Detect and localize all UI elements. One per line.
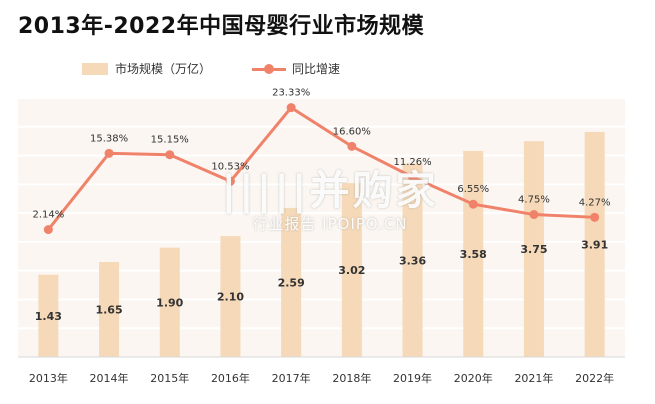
- growth-line: [47, 106, 595, 231]
- growth-point: [468, 199, 478, 209]
- legend-swatch-bar: [82, 62, 108, 75]
- growth-value-label: 6.55%: [457, 184, 489, 195]
- legend-item-bar: 市场规模（万亿）: [82, 60, 211, 77]
- x-tick-label: 2013年: [29, 371, 68, 385]
- bar: [523, 141, 544, 357]
- growth-value-label: 2.14%: [32, 210, 64, 221]
- bar-value-label: 3.75: [520, 243, 547, 256]
- growth-point: [408, 172, 418, 182]
- bar-value-label: 3.36: [399, 254, 426, 267]
- growth-value-label: 23.33%: [272, 88, 310, 99]
- x-tick-label: 2016年: [211, 371, 250, 385]
- bar-value-label: 1.43: [35, 310, 62, 323]
- legend: 市场规模（万亿） 同比增速: [0, 60, 655, 80]
- growth-point: [529, 210, 539, 220]
- bar-value-label: 2.59: [278, 276, 305, 289]
- x-tick-label: 2014年: [90, 371, 129, 385]
- bar: [220, 236, 241, 357]
- growth-point: [347, 141, 357, 151]
- x-tick-label: 2019年: [393, 371, 432, 385]
- growth-point: [165, 150, 175, 160]
- growth-point: [286, 103, 296, 113]
- growth-point: [590, 212, 600, 222]
- x-tick-label: 2022年: [575, 371, 614, 385]
- x-tick-label: 2017年: [272, 371, 311, 385]
- legend-label-line: 同比增速: [292, 62, 341, 76]
- watermark-main: |||||并购家: [221, 168, 439, 214]
- bar-value-label: 1.65: [95, 304, 122, 317]
- x-tick-label: 2015年: [150, 371, 189, 385]
- bar-value-label: 3.91: [581, 238, 608, 251]
- x-tick-label: 2021年: [514, 371, 553, 385]
- bar-value-label: 1.90: [156, 296, 183, 309]
- bar: [584, 131, 605, 357]
- bar: [402, 163, 423, 357]
- growth-value-label: 10.53%: [211, 161, 249, 172]
- plot-background: [18, 98, 625, 357]
- growth-value-label: 15.15%: [151, 135, 189, 146]
- growth-point: [104, 148, 114, 158]
- bar-value-label: 3.02: [338, 264, 365, 277]
- watermark-sub: 行业报告 IPOIPO.CN: [252, 215, 408, 233]
- bar: [281, 207, 302, 357]
- bar: [159, 247, 180, 357]
- legend-label-bar: 市场规模（万亿）: [115, 62, 212, 76]
- x-tick-label: 2018年: [332, 371, 371, 385]
- x-tick-label: 2020年: [454, 371, 493, 385]
- bar: [99, 262, 120, 357]
- bar: [341, 183, 362, 357]
- growth-value-label: 4.27%: [579, 197, 611, 208]
- watermark: |||||并购家 行业报告 IPOIPO.CN: [200, 168, 460, 234]
- bar: [38, 274, 59, 357]
- growth-value-label: 11.26%: [393, 157, 431, 168]
- bar-value-label: 3.58: [460, 248, 487, 261]
- growth-point: [225, 176, 235, 186]
- chart-title: 2013年-2022年中国母婴行业市场规模: [18, 14, 425, 39]
- growth-point: [43, 225, 53, 235]
- growth-value-label: 16.60%: [333, 126, 371, 137]
- bar-value-label: 2.10: [217, 291, 244, 304]
- legend-swatch-line: [252, 63, 286, 75]
- growth-value-label: 15.38%: [90, 133, 128, 144]
- growth-value-label: 4.75%: [518, 195, 550, 206]
- legend-item-line: 同比增速: [252, 60, 340, 77]
